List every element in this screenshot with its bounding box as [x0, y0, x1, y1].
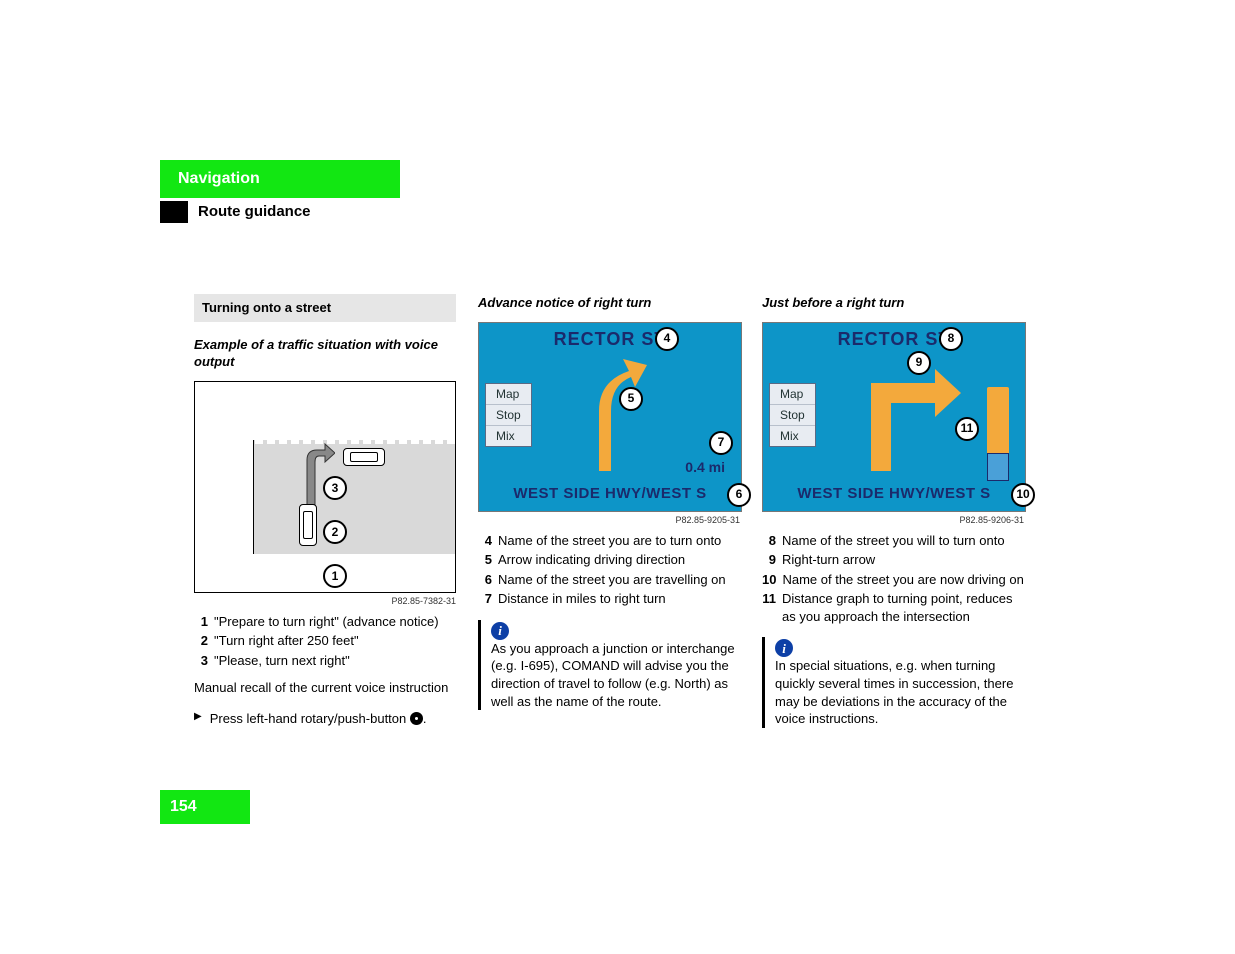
column-2: Advance notice of right turn RECTOR ST M… [478, 294, 740, 728]
callout-list: 1"Prepare to turn right" (advance notice… [194, 613, 456, 670]
callout-10: 10 [1011, 483, 1035, 507]
section-header: Navigation [160, 160, 400, 198]
page-number: 154 [160, 790, 250, 824]
manual-recall-text: Manual recall of the current voice instr… [194, 679, 456, 697]
col3-title: Just before a right turn [762, 294, 1024, 312]
example-title: Example of a traffic situation with voic… [194, 336, 456, 371]
subsection-header: Route guidance [188, 198, 311, 226]
callout-3: 3 [323, 476, 347, 500]
nav-menu: Map Stop Mix [485, 383, 532, 448]
callout-6: 6 [727, 483, 751, 507]
traffic-figure: 3 2 1 [194, 381, 456, 593]
info-text: In special situations, e.g. when turning… [775, 657, 1024, 727]
callout-5: 5 [619, 387, 643, 411]
figure-code: P82.85-9206-31 [762, 514, 1024, 526]
callout-11: 11 [955, 417, 979, 441]
callout-8: 8 [939, 327, 963, 351]
nav-screen-before-turn: RECTOR ST Map Stop Mix WEST SIDE HWY/WES… [762, 322, 1026, 512]
callout-1: 1 [323, 564, 347, 588]
callout-list: 4Name of the street you are to turn onto… [478, 532, 740, 608]
nav-distance: 0.4 mi [685, 458, 725, 477]
column-3: Just before a right turn RECTOR ST Map S… [762, 294, 1024, 728]
nav-bottom-street: WEST SIDE HWY/WEST S [763, 484, 1025, 504]
callout-list: 8Name of the street you will to turn ont… [762, 532, 1024, 626]
nav-top-street: RECTOR ST [479, 323, 741, 351]
distance-bar [987, 387, 1009, 481]
nav-screen-advance: RECTOR ST Map Stop Mix 0.4 mi WEST SIDE … [478, 322, 742, 512]
nav-top-street: RECTOR ST [763, 323, 1025, 351]
info-icon: i [775, 639, 793, 657]
callout-4: 4 [655, 327, 679, 351]
nav-menu: Map Stop Mix [769, 383, 816, 448]
callout-2: 2 [323, 520, 347, 544]
section-title: Turning onto a street [194, 294, 456, 322]
callout-7: 7 [709, 431, 733, 455]
curved-arrow-icon [579, 351, 649, 471]
info-box: i [762, 637, 1024, 657]
figure-code: P82.85-9205-31 [478, 514, 740, 526]
callout-9: 9 [907, 351, 931, 375]
nav-bottom-street: WEST SIDE HWY/WEST S [479, 484, 741, 504]
col2-title: Advance notice of right turn [478, 294, 740, 312]
info-icon: i [491, 622, 509, 640]
column-1: Turning onto a street Example of a traff… [194, 294, 456, 728]
info-box: i [478, 620, 740, 640]
info-text: As you approach a junction or interchang… [491, 640, 740, 710]
step-instruction: ▶ Press left-hand rotary/push-button . [194, 710, 456, 728]
triangle-bullet-icon: ▶ [194, 710, 202, 728]
figure-code: P82.85-7382-31 [194, 595, 456, 607]
rotary-button-icon [410, 712, 423, 725]
black-marker [160, 201, 188, 223]
